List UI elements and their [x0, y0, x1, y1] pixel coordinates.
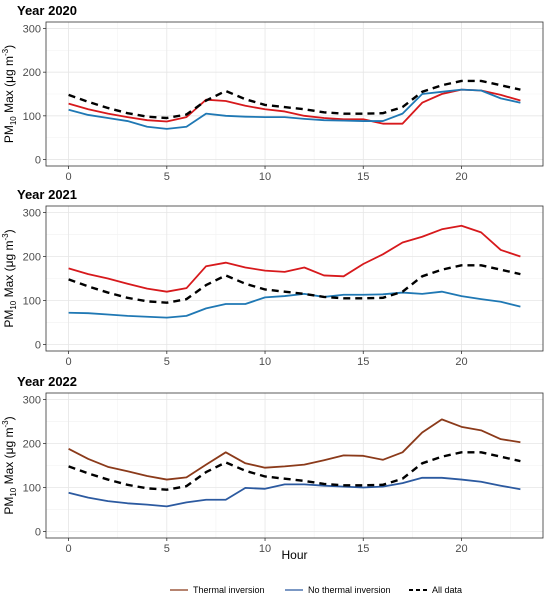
y-tick-label: 300: [23, 395, 41, 407]
x-tick-label: 10: [259, 171, 271, 183]
x-tick-label: 15: [357, 171, 369, 183]
panel-title: Year 2021: [17, 187, 77, 202]
x-tick-label: 20: [455, 543, 467, 555]
x-tick-label: 10: [259, 543, 271, 555]
x-tick-label: 10: [259, 356, 271, 368]
legend: Thermal inversion No thermal inversion All…: [170, 585, 462, 595]
series-line-no-thermal-inversion: [68, 290, 521, 319]
series-line-thermal-inversion: [68, 224, 521, 293]
y-tick-label: 200: [23, 439, 41, 451]
x-tick-label: 5: [164, 356, 170, 368]
y-tick-label: 0: [35, 526, 41, 538]
y-axis-label: PM10 Max (μg m-3): [1, 229, 18, 327]
panel-border: [45, 21, 544, 167]
x-tick-label: 0: [66, 356, 72, 368]
x-tick-label: 20: [455, 356, 467, 368]
legend-item: Thermal inversion: [170, 585, 265, 595]
legend-label: All data: [432, 585, 462, 595]
x-tick-label: 5: [164, 171, 170, 183]
legend-item: No thermal inversion: [285, 585, 391, 595]
legend-item: All data: [409, 585, 462, 595]
series-line-no-thermal-inversion: [68, 476, 521, 508]
x-tick-label: 0: [66, 171, 72, 183]
x-tick-label: 15: [357, 356, 369, 368]
panel-2: Year 2021 0 100 200 300 0 5 10 15 20 PM10 Max (μg …: [1, 187, 544, 368]
y-tick-label: 100: [23, 295, 41, 307]
panel-3: Year 2022 0 100 200 300 0 5 10 15 20 PM10 Max (μg …: [1, 374, 544, 555]
y-tick-label: 100: [23, 111, 41, 123]
series-line-all-data: [68, 264, 521, 304]
series-line-thermal-inversion: [68, 418, 521, 481]
series-line-all-data: [68, 79, 521, 120]
y-tick-label: 200: [23, 252, 41, 264]
series-line-thermal-inversion: [68, 88, 521, 125]
legend-label: Thermal inversion: [193, 585, 265, 595]
x-tick-label: 15: [357, 543, 369, 555]
y-tick-label: 100: [23, 482, 41, 494]
y-tick-label: 200: [23, 67, 41, 79]
y-tick-label: 0: [35, 339, 41, 351]
panel-1: Year 2020 0 100 200 300 0 5 10 15 20 PM10 Max (μg …: [1, 3, 544, 183]
y-tick-label: 300: [23, 208, 41, 220]
panel-border: [45, 392, 544, 539]
y-axis-label: PM10 Max (μg m-3): [1, 416, 18, 514]
series-line-no-thermal-inversion: [68, 88, 521, 130]
y-tick-label: 300: [23, 24, 41, 36]
x-axis-label: Hour: [281, 548, 307, 562]
x-tick-label: 5: [164, 543, 170, 555]
y-tick-label: 0: [35, 154, 41, 166]
x-tick-label: 20: [455, 171, 467, 183]
series-line-all-data: [68, 451, 521, 491]
panel-title: Year 2022: [17, 374, 77, 389]
y-axis-label: PM10 Max (μg m-3): [1, 45, 18, 143]
panel-title: Year 2020: [17, 3, 77, 18]
panel-border: [45, 205, 544, 352]
legend-label: No thermal inversion: [308, 585, 391, 595]
x-tick-label: 0: [66, 543, 72, 555]
